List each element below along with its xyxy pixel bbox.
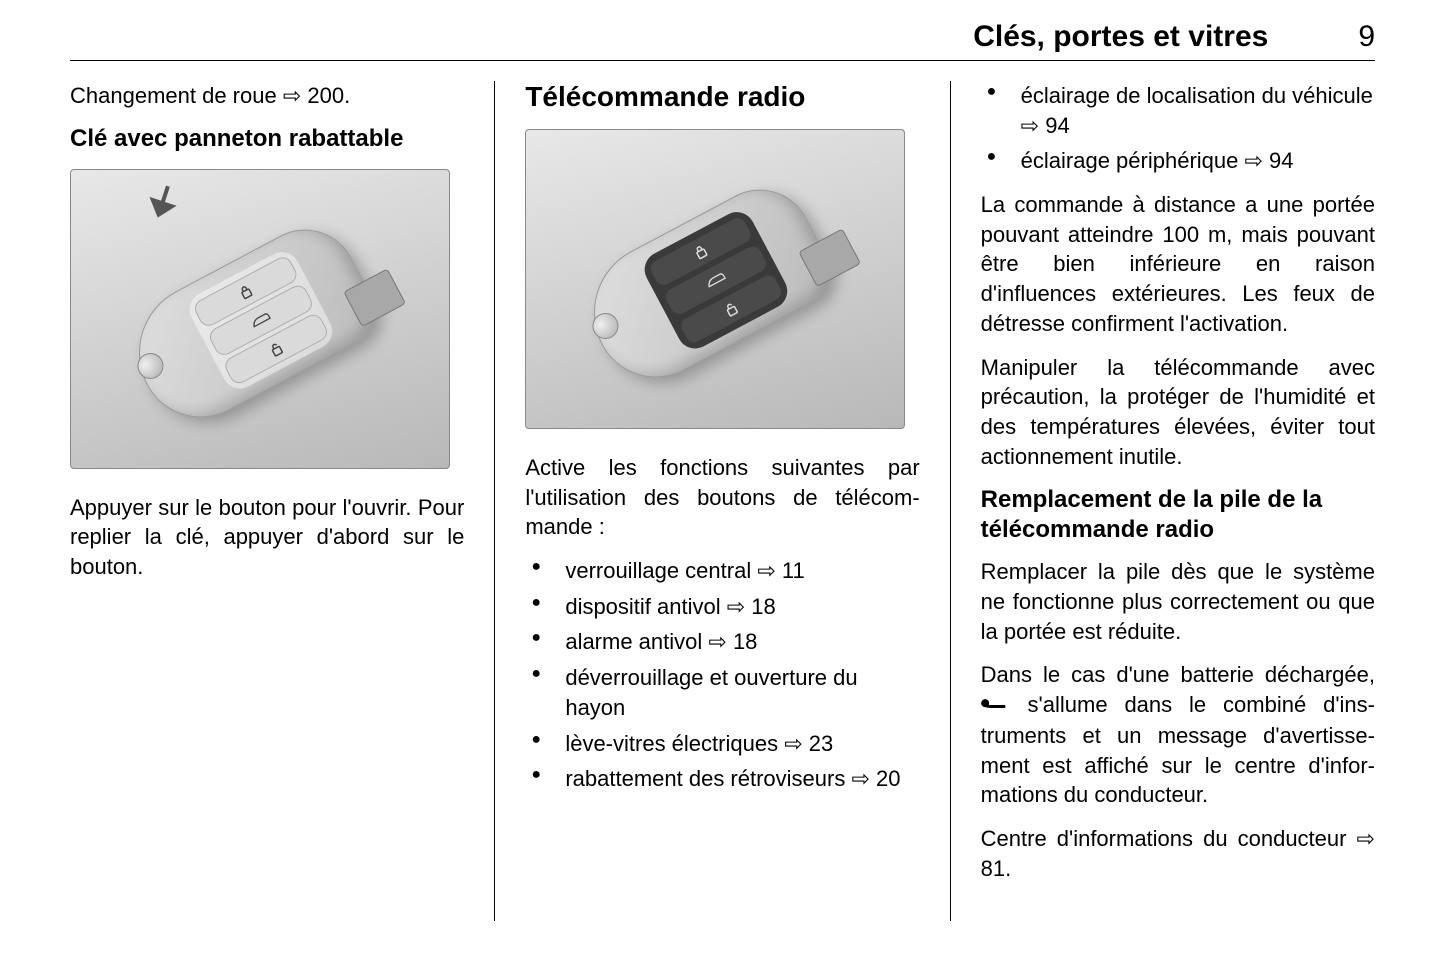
column-2: Télécommande radio Active les fonctions … [495, 81, 949, 921]
key-pivot-button [133, 348, 168, 383]
press-instruction-text: Appuyer sur le bouton pour l'ouvrir. Pou… [70, 493, 464, 582]
list-item: éclairage périphérique ⇨ 94 [981, 146, 1375, 176]
key-button-panel [183, 245, 338, 394]
discharge-prefix: Dans le cas d'une batterie déchargée, [981, 662, 1375, 687]
remote-key-pivot [588, 308, 623, 343]
remote-key-body [570, 171, 843, 398]
page-number: 9 [1358, 20, 1375, 54]
remote-function-list: verrouillage central ⇨ 11 dispositif ant… [525, 556, 919, 794]
section-title: Clés, portes et vitres [973, 20, 1268, 54]
remote-heading: Télécommande radio [525, 81, 919, 113]
key-blade [343, 268, 406, 327]
battery-heading: Remplacement de la pile de la télécomman… [981, 485, 1375, 545]
list-item: alarme antivol ⇨ 18 [525, 627, 919, 657]
list-item: verrouillage central ⇨ 11 [525, 556, 919, 586]
list-item: déverrouillage et ouverture du hayon [525, 663, 919, 722]
care-text: Manipuler la télécommande avec précautio… [981, 353, 1375, 472]
wrench-icon [981, 691, 1009, 721]
press-arrow-icon [140, 181, 182, 233]
foldable-key-figure [70, 169, 450, 469]
content-columns: Changement de roue ⇨ 200. Clé avec panne… [70, 81, 1375, 921]
wheel-change-ref: Changement de roue ⇨ 200. [70, 81, 464, 111]
range-text: La commande à distance a une portée pouv… [981, 190, 1375, 338]
list-item: rabattement des rétroviseurs ⇨ 20 [525, 764, 919, 794]
list-item: éclairage de localisation du véhicule ⇨ … [981, 81, 1375, 140]
column-3: éclairage de localisation du véhicule ⇨ … [951, 81, 1375, 921]
remote-function-list-cont: éclairage de localisation du véhicule ⇨ … [981, 81, 1375, 176]
list-item: dispositif antivol ⇨ 18 [525, 592, 919, 622]
remote-intro-text: Active les fonctions suivantes par l'uti… [525, 453, 919, 542]
remote-key-blade [799, 228, 862, 287]
column-1: Changement de roue ⇨ 200. Clé avec panne… [70, 81, 494, 921]
list-item: lève-vitres électriques ⇨ 23 [525, 729, 919, 759]
remote-key-figure [525, 129, 905, 429]
remote-button-panel [639, 206, 794, 355]
discharge-suffix: s'allume dans le combiné d'ins­truments … [981, 692, 1375, 807]
replace-text: Remplacer la pile dès que le système ne … [981, 557, 1375, 646]
foldable-key-heading: Clé avec panneton rabattable [70, 125, 464, 153]
dic-ref-text: Centre d'informations du conducteur ⇨ 81… [981, 824, 1375, 883]
page-header: Clés, portes et vitres 9 [70, 20, 1375, 61]
key-body-illustration [115, 211, 388, 438]
discharge-text: Dans le cas d'une batterie déchargée, s'… [981, 660, 1375, 810]
